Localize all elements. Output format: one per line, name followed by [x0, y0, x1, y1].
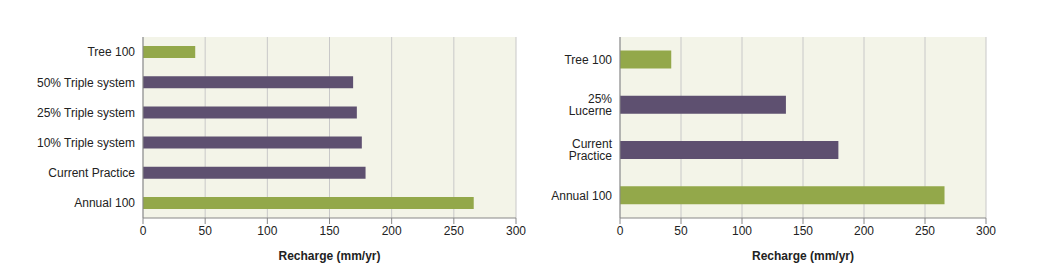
svg-text:0: 0	[140, 224, 147, 238]
svg-text:Recharge (mm/yr): Recharge (mm/yr)	[752, 249, 854, 263]
svg-text:300: 300	[976, 224, 996, 238]
svg-text:25%Lucerne: 25%Lucerne	[569, 92, 613, 118]
svg-text:25% Triple system: 25% Triple system	[37, 106, 135, 120]
svg-text:50% Triple system: 50% Triple system	[37, 76, 135, 90]
svg-text:Tree 100: Tree 100	[564, 53, 612, 67]
svg-text:250: 250	[444, 224, 464, 238]
svg-text:10% Triple system: 10% Triple system	[37, 136, 135, 150]
svg-text:50: 50	[198, 224, 212, 238]
svg-text:100: 100	[732, 224, 752, 238]
svg-text:200: 200	[854, 224, 874, 238]
svg-text:150: 150	[319, 224, 339, 238]
svg-text:250: 250	[915, 224, 935, 238]
svg-text:Current Practice: Current Practice	[48, 166, 135, 180]
svg-text:CurrentPractice: CurrentPractice	[569, 137, 613, 163]
svg-text:100: 100	[257, 224, 277, 238]
svg-text:300: 300	[506, 224, 526, 238]
svg-text:Recharge (mm/yr): Recharge (mm/yr)	[278, 249, 380, 263]
svg-text:200: 200	[382, 224, 402, 238]
svg-text:Tree 100: Tree 100	[87, 45, 135, 59]
svg-text:Annual 100: Annual 100	[74, 196, 135, 210]
svg-text:150: 150	[793, 224, 813, 238]
svg-text:Annual 100: Annual 100	[551, 189, 612, 203]
svg-text:50: 50	[674, 224, 688, 238]
svg-text:0: 0	[617, 224, 624, 238]
